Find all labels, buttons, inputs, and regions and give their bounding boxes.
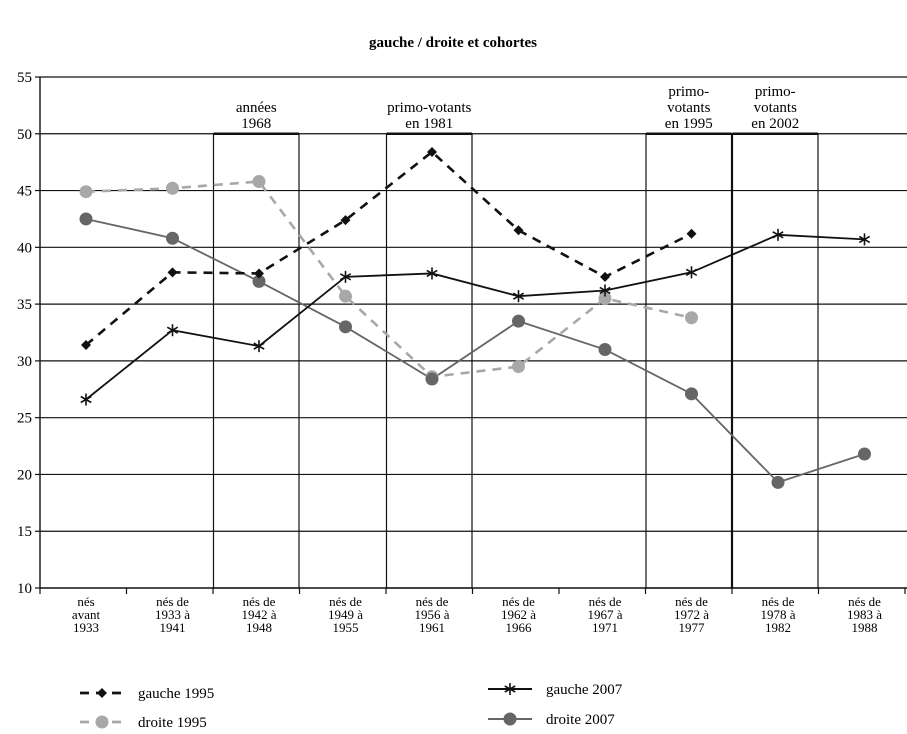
y-tick-label: 45: [17, 184, 32, 200]
x-tick-label: nés de 1972 à 1977: [674, 594, 709, 635]
legend-item: gauche 1995: [80, 686, 214, 702]
star-stroke: [858, 235, 871, 244]
data-point-gauche-2007: [253, 340, 265, 353]
y-axis-ticks: 10 15 20 25 30 35 40 45 50 55: [17, 70, 40, 597]
data-point-droite-2007: [512, 314, 525, 328]
star-stroke: [512, 292, 525, 300]
legend: gauche 1995 droite 1995 gauche 2007 droite …: [80, 682, 623, 731]
legend-label: droite 2007: [546, 712, 615, 728]
legend-item: gauche 2007: [488, 682, 623, 698]
data-point-droite-2007: [685, 387, 698, 401]
annotation-label: primo-votants en 1995: [665, 84, 713, 132]
data-point-gauche-2007: [512, 290, 525, 303]
star-stroke: [426, 269, 438, 278]
legend-label: droite 1995: [138, 715, 207, 731]
legend-marker: [504, 683, 516, 695]
data-point-gauche-1995: [600, 271, 610, 282]
data-point-droite-1995: [166, 181, 179, 195]
y-tick-label: 20: [17, 467, 32, 483]
x-tick-label: nés de 1983 à 1988: [847, 594, 882, 635]
data-point-droite-1995: [339, 289, 352, 303]
data-point-droite-2007: [166, 231, 179, 245]
data-point-gauche-2007: [858, 233, 871, 246]
y-tick-label: 40: [17, 240, 32, 256]
annotation-label: primo-votants en 1981: [387, 100, 471, 132]
annotation-boxes: années 1968 primo-votants en 1981 primo-vota…: [212, 84, 819, 589]
data-point-droite-2007: [252, 274, 266, 288]
star-stroke: [166, 326, 179, 334]
series-line-gauche-1995: [85, 150, 693, 346]
data-point-droite-2007: [339, 320, 352, 334]
chart-title: gauche / droite et cohortes: [369, 35, 537, 51]
data-point-droite-2007: [79, 212, 93, 226]
series-line-gauche-2007: [85, 233, 865, 401]
data-point-droite-2007: [858, 447, 871, 461]
legend-label: gauche 2007: [546, 682, 623, 698]
data-point-droite-1995: [685, 311, 698, 325]
annotation-label: primo-votants en 2002: [751, 84, 799, 132]
data-point-gauche-2007: [772, 228, 784, 241]
data-point-droite-1995: [252, 174, 266, 188]
x-tick-label: nés de 1967 à 1971: [587, 594, 622, 635]
star-stroke: [253, 342, 265, 350]
star-stroke: [339, 273, 352, 281]
star-stroke: [685, 268, 698, 277]
data-point-gauche-2007: [166, 324, 179, 337]
data-point-gauche-1995: [513, 225, 524, 236]
gridlines: [40, 76, 907, 532]
x-tick-label: nés de 1942 à 1948: [241, 594, 276, 635]
legend-marker: [97, 688, 107, 698]
data-point-gauche-2007: [339, 270, 352, 283]
y-tick-label: 35: [17, 297, 32, 313]
y-tick-label: 25: [17, 411, 32, 427]
legend-label: gauche 1995: [138, 686, 214, 702]
x-tick-label: nés de 1949 à 1955: [328, 594, 363, 635]
x-tick-label: nés de 1978 à 1982: [760, 594, 795, 635]
legend-item: droite 1995: [80, 715, 207, 731]
data-point-droite-2007: [598, 343, 612, 357]
series-line-droite-1995: [85, 180, 692, 379]
star-stroke: [772, 231, 784, 239]
data-point-droite-2007: [425, 372, 439, 386]
y-tick-label: 55: [17, 70, 32, 86]
y-tick-label: 30: [17, 354, 32, 370]
y-tick-label: 50: [17, 127, 32, 143]
x-axis-ticks: nés avant 1933 nés de 1933 à 1941 nés de 1942 à…: [72, 594, 882, 635]
x-tick-label: nés avant 1933: [72, 594, 101, 635]
data-point-gauche-2007: [685, 266, 698, 279]
data-point-gauche-1995: [340, 215, 351, 226]
legend-marker: [503, 712, 517, 726]
data-point-gauche-2007: [599, 284, 611, 297]
axes: [39, 77, 907, 594]
data-point-gauche-2007: [80, 393, 92, 406]
data-point-droite-1995: [79, 185, 93, 199]
data-point-gauche-1995: [254, 268, 264, 279]
data-point-droite-1995: [598, 291, 612, 305]
data-point-gauche-1995: [686, 228, 697, 239]
x-tick-label: nés de 1956 à 1961: [414, 594, 449, 635]
data-point-gauche-1995: [81, 339, 91, 350]
star-stroke: [504, 685, 516, 693]
series-lines: [85, 150, 865, 484]
legend-marker: [95, 715, 109, 729]
data-point-gauche-1995: [167, 267, 178, 278]
data-point-gauche-2007: [426, 267, 438, 280]
series-markers: [79, 146, 871, 489]
x-tick-label: nés de 1962 à 1966: [501, 594, 536, 635]
y-tick-label: 10: [17, 581, 32, 597]
annotation-label: années 1968: [236, 100, 277, 132]
y-tick-label: 15: [17, 524, 32, 540]
x-tick-label: nés de 1933 à 1941: [155, 594, 190, 635]
data-point-droite-2007: [771, 475, 785, 489]
data-point-droite-1995: [512, 360, 525, 374]
series-line-droite-2007: [85, 218, 865, 484]
data-point-gauche-1995: [427, 146, 437, 157]
star-stroke: [80, 395, 92, 404]
legend-item: droite 2007: [488, 712, 615, 728]
star-stroke: [599, 286, 611, 295]
